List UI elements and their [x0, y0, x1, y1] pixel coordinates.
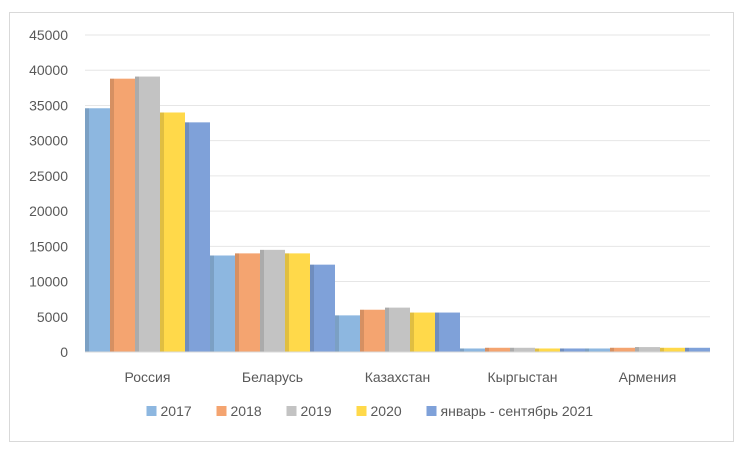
bar-shade [110, 78, 114, 353]
legend-label: 2018 [231, 403, 262, 419]
y-tick-label: 40000 [29, 62, 68, 78]
bars [85, 76, 710, 353]
bar-2019-Армения [635, 347, 660, 352]
y-tick-label: 35000 [29, 97, 68, 113]
bar-shade [310, 264, 314, 352]
legend-label: 2017 [161, 403, 192, 419]
bar-shade [585, 348, 589, 352]
bar-2017-Беларусь [210, 255, 235, 352]
bar-shade [560, 348, 564, 352]
y-tick-label: 25000 [29, 168, 68, 184]
y-tick-label: 20000 [29, 203, 68, 219]
bar-2017-Кыргыстан [460, 348, 485, 352]
bar-shade [485, 347, 489, 352]
bar-2018-Беларусь [235, 253, 260, 352]
bar-shade [385, 307, 389, 352]
legend-label: 2020 [371, 403, 402, 419]
legend: 2017 2018 2019 2020 январь - сентябрь 2021 [146, 403, 594, 419]
bar-2017-Россия [85, 108, 110, 352]
bar-shade [135, 76, 139, 352]
bar-shade [510, 347, 514, 352]
x-tick-label: Россия [125, 369, 171, 385]
bar-2018-Кыргыстан [485, 347, 510, 352]
x-axis-labels: Россия Беларусь Казахстан Кыргыстан Армения [125, 369, 677, 385]
x-tick-label: Армения [619, 369, 677, 385]
bar-shade [235, 253, 239, 352]
legend-swatch [146, 406, 157, 416]
legend-swatch [286, 406, 297, 416]
bar-2018-Казахстан [360, 309, 385, 352]
y-tick-label: 15000 [29, 238, 68, 254]
bar-shade [335, 315, 339, 352]
y-tick-label: 45000 [29, 27, 68, 43]
legend-swatch [216, 406, 227, 416]
bar-shade [285, 253, 289, 352]
bar-shade [85, 108, 89, 352]
bar-январь---сентябрь-2021-Казахстан [435, 312, 460, 352]
bar-январь---сентябрь-2021-Армения [685, 347, 710, 352]
x-tick-label: Беларусь [242, 369, 303, 385]
bar-2020-Беларусь [285, 253, 310, 352]
bar-shade [410, 312, 414, 352]
bar-2018-Армения [610, 347, 635, 352]
legend-swatch [356, 406, 367, 416]
bar-shade [610, 347, 614, 352]
bar-январь---сентябрь-2021-Россия [185, 122, 210, 353]
bar-shade [535, 348, 539, 352]
x-tick-label: Кыргыстан [488, 369, 558, 385]
bar-shade [210, 255, 214, 352]
y-tick-label: 0 [60, 344, 68, 360]
y-tick-label: 30000 [29, 133, 68, 149]
bar-2020-Армения [660, 347, 685, 352]
bar-shade [460, 348, 464, 352]
bar-shade [660, 347, 664, 352]
bar-январь---сентябрь-2021-Беларусь [310, 264, 335, 352]
bar-shade [635, 347, 639, 352]
legend-label: 2019 [301, 403, 332, 419]
bar-shade [435, 312, 439, 352]
y-tick-label: 5000 [37, 309, 68, 325]
bar-2020-Россия [160, 112, 185, 352]
bar-январь---сентябрь-2021-Кыргыстан [560, 348, 585, 352]
bar-2019-Кыргыстан [510, 347, 535, 352]
bar-2017-Казахстан [335, 315, 360, 352]
legend-swatch [426, 406, 437, 416]
bar-shade [685, 347, 689, 352]
bar-2018-Россия [110, 78, 135, 353]
bar-2019-Беларусь [260, 249, 285, 352]
bar-2017-Армения [585, 348, 610, 352]
y-axis-ticks: 0 5000 10000 15000 20000 25000 30000 35000 40000… [29, 27, 68, 360]
x-tick-label: Казахстан [365, 369, 431, 385]
bar-shade [260, 249, 264, 352]
bar-shade [160, 112, 164, 352]
legend-label: январь - сентябрь 2021 [441, 403, 594, 419]
bar-shade [360, 309, 364, 352]
bar-2019-Россия [135, 76, 160, 352]
bar-2020-Кыргыстан [535, 348, 560, 352]
bar-2020-Казахстан [410, 312, 435, 352]
y-tick-label: 10000 [29, 274, 68, 290]
bar-2019-Казахстан [385, 307, 410, 352]
bar-shade [185, 122, 189, 353]
